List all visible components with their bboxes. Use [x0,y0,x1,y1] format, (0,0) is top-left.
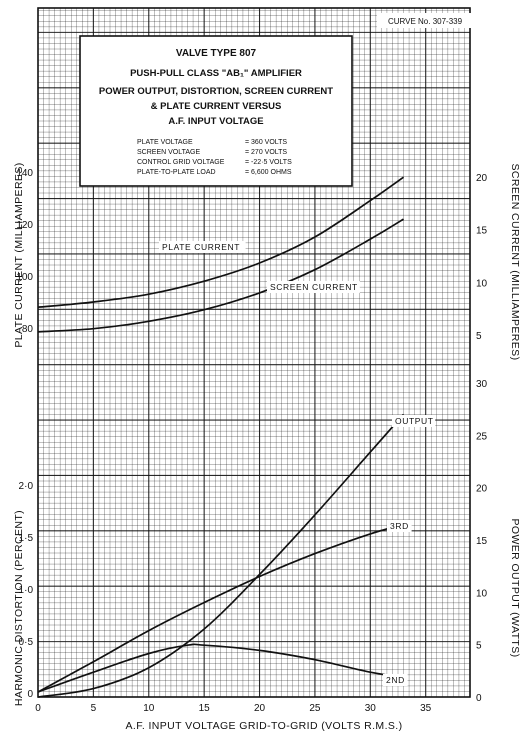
title-line: PUSH-PULL CLASS "AB₁" AMPLIFIER [130,68,302,79]
title-line: A.F. INPUT VOLTAGE [168,116,263,127]
x-tick-label: 25 [309,703,321,714]
distortion-tick-label: 0·5 [19,637,34,648]
plate-current-tick-label: 140 [16,168,33,179]
power-output-axis-label: POWER OUTPUT (WATTS) [509,518,521,657]
distortion-tick-label: 0 [27,689,33,700]
condition-value: = -22·5 VOLTS [245,159,292,166]
second-harmonic-label-bg [383,674,408,686]
x-tick-label: 0 [35,703,41,714]
curve-number-box [377,13,473,28]
condition-value: = 6,600 OHMS [245,169,292,176]
title-line: VALVE TYPE 807 [176,48,257,59]
screen-current-tick-label: 15 [476,226,488,237]
screen-current-axis-label: SCREEN CURRENT (MILLIAMPERES) [509,164,521,361]
third-harmonic-label: 3RD [390,521,409,531]
condition-label: SCREEN VOLTAGE [137,149,200,156]
condition-value: = 360 VOLTS [245,139,287,146]
screen-current-label: SCREEN CURRENT [270,282,358,292]
power-output-tick-label: 0 [476,693,482,704]
labels: 0 5 10 15 20 25 30 3580100120140510152000·51·01… [13,162,521,732]
distortion-axis-label: HARMONIC DISTORTION (PERCENT) [13,510,25,706]
title-line: & PLATE CURRENT VERSUS [151,101,282,112]
screen-current-label-bg [267,281,360,293]
screen-current-tick-label: 10 [476,278,488,289]
condition-label: PLATE VOLTAGE [137,139,193,146]
power-output-tick-label: 5 [476,641,482,652]
title-line: POWER OUTPUT, DISTORTION, SCREEN CURRENT [99,86,333,97]
x-tick-label: 30 [365,703,377,714]
screen-current-tick-label: 20 [476,173,488,184]
x-tick-label: 5 [91,703,97,714]
power-output-tick-label: 10 [476,588,488,599]
power-output-tick-label: 20 [476,484,488,495]
plate-current-tick-label: 120 [16,220,33,231]
series-line-2nd [37,643,404,693]
plate-current-tick-label: 80 [22,324,34,335]
plate-current-label: PLATE CURRENT [162,242,240,252]
plate-current-axis-label: PLATE CURRENT (MILLIAMPERES) [13,162,25,347]
series-line-output [37,413,405,698]
x-axis-label: A.F. INPUT VOLTAGE GRID-TO-GRID (VOLTS R… [125,720,402,732]
plate-current-tick-label: 100 [16,272,33,283]
second-harmonic-label: 2ND [386,675,405,685]
title-block: CURVE No. 307-339 VALVE TYPE 807 PUSH-PULL… [79,13,473,187]
plate-current-label-bg [159,241,246,253]
power-output-tick-label: 30 [476,379,488,390]
series-line-3rd [37,523,404,693]
output-label: OUTPUT [395,416,434,426]
curve-number: CURVE No. 307-339 [388,17,463,26]
distortion-tick-label: 1·5 [19,533,34,544]
condition-label: PLATE-TO-PLATE LOAD [137,169,216,176]
x-tick-label: 35 [420,703,432,714]
series-line-screen-current [37,218,404,333]
third-harmonic-label-bg [387,520,412,532]
screen-current-tick-label: 5 [476,331,482,342]
x-tick-label: 20 [254,703,266,714]
x-tick-label: 15 [199,703,211,714]
condition-value: = 270 VOLTS [245,149,287,156]
power-output-tick-label: 25 [476,431,488,442]
condition-label: CONTROL GRID VOLTAGE [137,159,225,166]
distortion-tick-label: 1·0 [19,585,34,596]
series-line-plate-current [37,176,404,309]
series-lines [37,176,405,698]
distortion-tick-label: 2·0 [19,481,34,492]
x-tick-label: 10 [143,703,155,714]
title-box [79,35,353,187]
power-output-tick-label: 15 [476,536,488,547]
output-label-bg [392,415,436,427]
